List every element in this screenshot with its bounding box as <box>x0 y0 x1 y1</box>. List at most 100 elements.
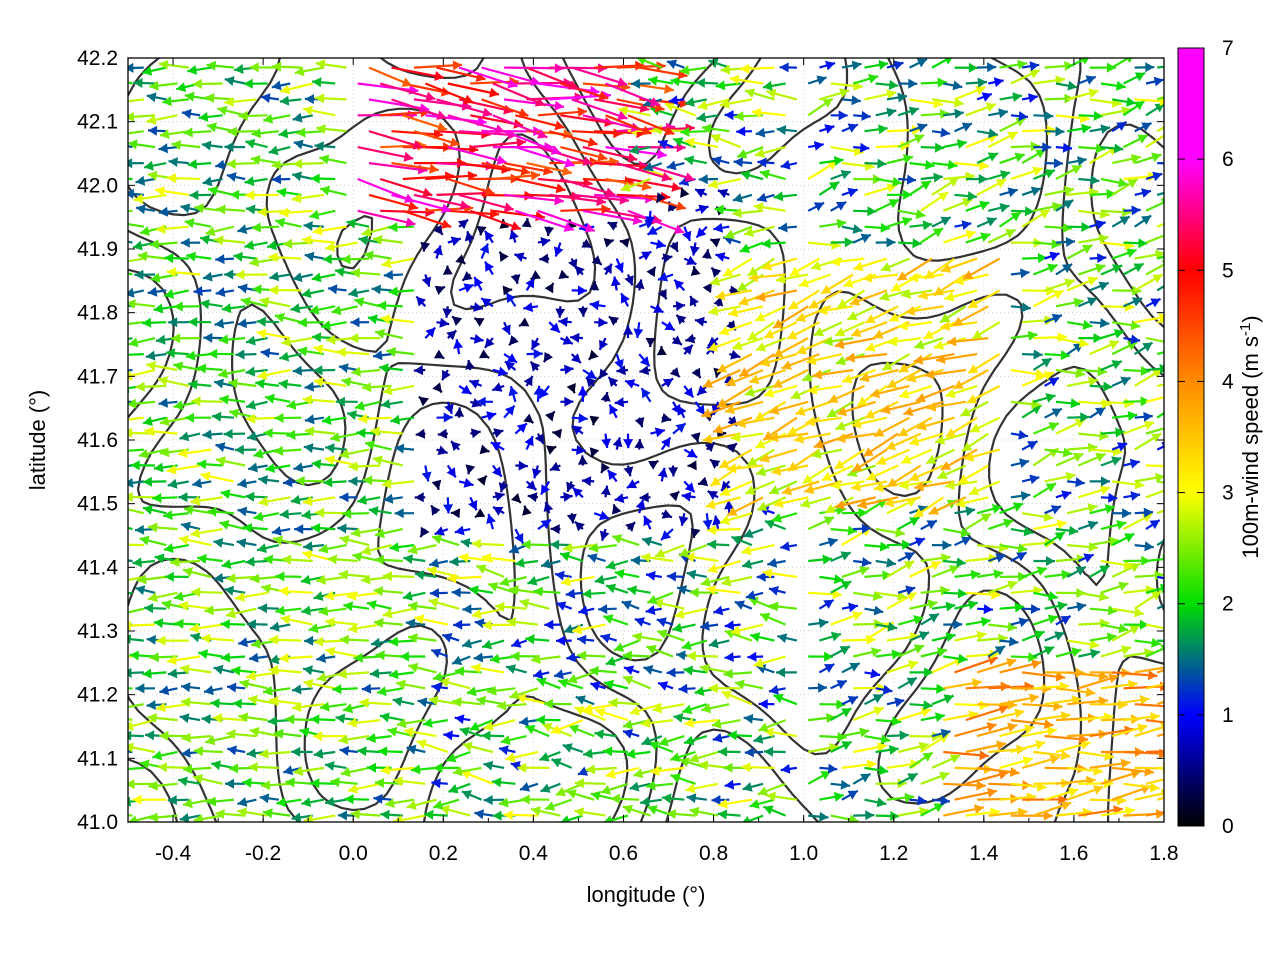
wind-arrow <box>841 662 861 674</box>
wind-arrow-head <box>1020 491 1031 501</box>
wind-arrow <box>1145 519 1161 531</box>
wind-arrow <box>471 663 505 674</box>
wind-arrow-head <box>375 650 385 661</box>
wind-arrow <box>1078 673 1119 690</box>
wind-arrow <box>666 571 685 582</box>
wind-arrow <box>1112 508 1132 519</box>
wind-arrow <box>575 695 595 706</box>
wind-arrow-head <box>823 599 834 609</box>
wind-arrow-head <box>1160 644 1164 653</box>
wind-arrow-head <box>745 590 756 600</box>
wind-arrow-head <box>132 557 142 568</box>
wind-arrow-head <box>1083 553 1094 563</box>
wind-arrow-head <box>599 530 610 541</box>
wind-arrow-head <box>468 500 478 511</box>
wind-arrow-head <box>566 652 576 663</box>
wind-arrow <box>646 591 674 605</box>
wind-arrow-head <box>251 638 261 649</box>
wind-arrow <box>302 496 336 506</box>
wind-arrow-head <box>1121 645 1132 655</box>
wind-arrow-head <box>590 681 601 691</box>
wind-arrow <box>943 619 963 630</box>
wind-arrow-shaft <box>1145 750 1164 754</box>
wind-arrow-head <box>1007 580 1018 590</box>
wind-arrow <box>578 605 595 616</box>
wind-arrow-head <box>980 616 991 627</box>
wind-arrow <box>393 776 426 787</box>
wind-arrow <box>382 607 415 619</box>
wind-arrow-head <box>180 664 190 674</box>
wind-arrow <box>1044 787 1079 801</box>
wind-arrow <box>539 750 561 762</box>
wind-arrow-head <box>686 569 697 580</box>
wind-arrow <box>1021 566 1048 578</box>
wind-arrow <box>225 607 257 619</box>
wind-arrow-head <box>469 585 479 596</box>
wind-arrow-head <box>128 796 132 807</box>
wind-arrow-head <box>626 748 636 759</box>
wind-arrow-head <box>574 521 585 532</box>
wind-arrow-head <box>353 652 363 663</box>
wind-arrow-head <box>684 735 695 746</box>
wind-arrow-head <box>207 506 217 517</box>
wind-arrow-head <box>135 683 145 694</box>
wind-arrow-head <box>431 682 441 693</box>
wind-arrow <box>443 497 454 514</box>
wind-arrow-head <box>517 762 527 773</box>
wind-arrow <box>273 728 302 739</box>
wind-arrow <box>430 504 441 516</box>
wind-arrow <box>193 746 223 757</box>
wind-arrow-head <box>909 517 920 527</box>
wind-arrow-head <box>906 677 917 687</box>
wind-arrow-head <box>420 526 430 538</box>
wind-arrow <box>689 806 719 817</box>
wind-arrow <box>429 558 449 568</box>
wind-arrow <box>533 586 561 597</box>
wind-arrow-head <box>167 668 178 679</box>
wind-arrow-head <box>404 727 414 737</box>
wind-arrow <box>830 779 851 790</box>
wind-arrow-head <box>903 561 915 570</box>
wind-arrow <box>434 526 449 536</box>
wind-arrow-head <box>956 557 966 568</box>
wind-arrow-head <box>274 728 284 739</box>
wind-arrow-head <box>676 650 686 661</box>
wind-arrow-head <box>159 685 170 696</box>
wind-arrow-head <box>147 713 157 723</box>
wind-arrow <box>1123 782 1160 793</box>
wind-arrow <box>443 730 460 741</box>
wind-arrow <box>1010 683 1052 694</box>
wind-arrow-head <box>1024 724 1035 735</box>
wind-arrow-head <box>623 719 633 730</box>
wind-arrow <box>279 653 313 663</box>
wind-arrow-head <box>110 521 120 531</box>
wind-arrow <box>475 564 505 578</box>
wind-arrow-head <box>1122 508 1132 519</box>
wind-arrow-shaft <box>1145 557 1164 563</box>
wind-arrow-head <box>118 764 127 774</box>
wind-arrow-head <box>764 727 774 738</box>
wind-arrow <box>920 585 950 596</box>
wind-arrow <box>132 794 167 805</box>
wind-arrow-head <box>1129 625 1140 635</box>
wind-arrow-head <box>932 731 942 742</box>
wind-arrow <box>723 668 752 679</box>
wind-arrow-head <box>181 521 191 532</box>
wind-arrow <box>303 541 325 552</box>
wind-arrow <box>913 496 944 519</box>
wind-arrow-head <box>980 513 991 523</box>
wind-arrow-head <box>993 569 1004 580</box>
wind-arrow-head <box>483 795 493 805</box>
wind-arrow <box>1145 583 1164 594</box>
wind-arrow-head <box>666 571 677 582</box>
wind-arrow <box>758 719 786 732</box>
wind-arrow-head <box>689 753 700 763</box>
wind-arrow <box>492 491 505 502</box>
wind-arrow <box>491 777 516 788</box>
wind-arrow <box>625 748 651 759</box>
wind-arrow <box>686 650 719 661</box>
wind-arrow <box>163 510 189 520</box>
wind-arrow <box>920 553 951 564</box>
wind-arrow <box>909 795 928 806</box>
wind-arrow <box>215 809 246 819</box>
